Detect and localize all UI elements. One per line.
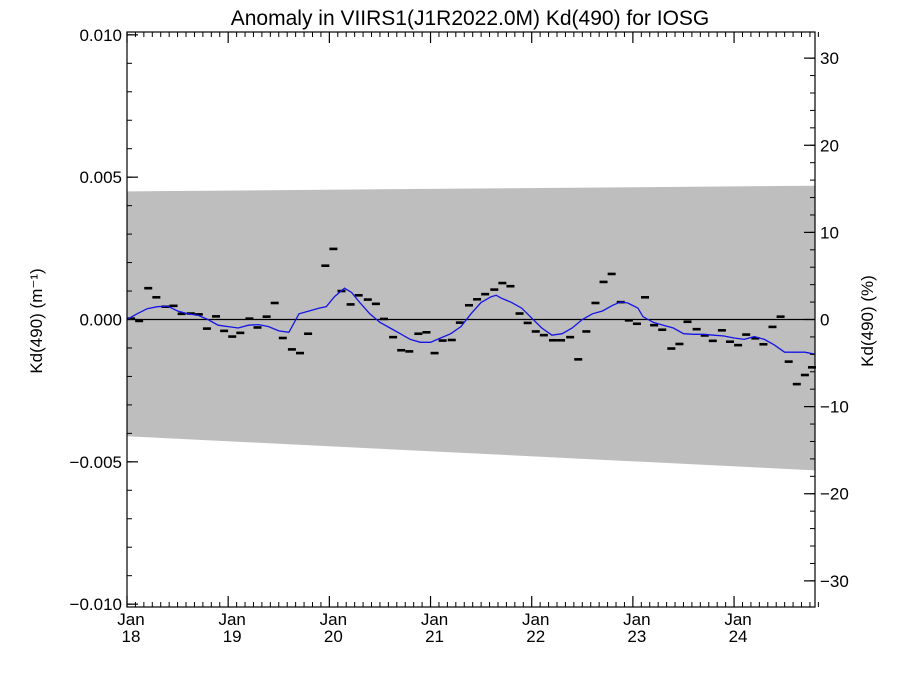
x-tick-year: 24: [729, 627, 748, 646]
right-tick-label: −10: [820, 398, 849, 417]
x-tick-year: 21: [425, 627, 444, 646]
right-tick-label: 10: [820, 223, 839, 242]
right-tick-label: 20: [820, 136, 839, 155]
right-tick-label: 30: [820, 49, 839, 68]
left-tick-label: 0.000: [79, 311, 122, 330]
left-tick-label: −0.005: [70, 453, 122, 472]
x-tick-year: 20: [324, 627, 343, 646]
left-tick-label: 0.010: [79, 26, 122, 45]
x-tick-year: 22: [526, 627, 545, 646]
right-tick-label: −30: [820, 572, 849, 591]
right-y-axis: 30 20 10 0 −10 −20 −30: [804, 49, 849, 591]
x-tick-month: Jan: [421, 610, 448, 629]
x-tick-month: Jan: [623, 610, 650, 629]
left-tick-label: −0.010: [70, 595, 122, 614]
x-tick-year: 19: [223, 627, 242, 646]
x-tick-year: 23: [627, 627, 646, 646]
smoothed-anomaly-line: [126, 287, 816, 355]
x-tick-month: Jan: [724, 610, 751, 629]
chart-title: Anomaly in VIIRS1(J1R2022.0M) Kd(490) fo…: [231, 7, 710, 30]
x-tick-month: Jan: [320, 610, 347, 629]
plot-area: [126, 31, 816, 608]
x-tick-month: Jan: [218, 610, 245, 629]
left-tick-label: 0.005: [79, 168, 122, 187]
left-axis-title: Kd(490) (m⁻¹): [27, 268, 46, 373]
right-axis-title: Kd(490) (%): [858, 275, 877, 367]
left-y-axis: 0.010 0.005 0.000 −0.005 −0.010: [70, 26, 138, 614]
confidence-envelope: [127, 185, 815, 471]
x-tick-month: Jan: [522, 610, 549, 629]
x-tick-month: Jan: [117, 610, 144, 629]
x-tick-year: 18: [122, 627, 141, 646]
right-tick-label: −20: [820, 485, 849, 504]
right-tick-label: 0: [820, 311, 829, 330]
